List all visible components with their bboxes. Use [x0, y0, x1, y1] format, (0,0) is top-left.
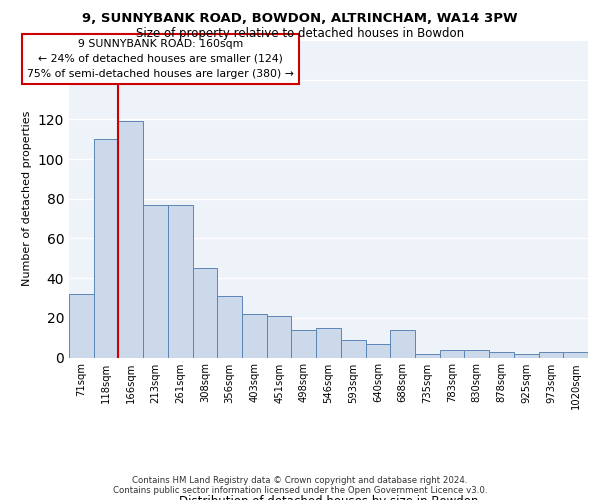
Bar: [193, 268, 217, 358]
Text: 9 SUNNYBANK ROAD: 160sqm
← 24% of detached houses are smaller (124)
75% of semi-: 9 SUNNYBANK ROAD: 160sqm ← 24% of detach…: [27, 39, 294, 78]
Text: 9, SUNNYBANK ROAD, BOWDON, ALTRINCHAM, WA14 3PW: 9, SUNNYBANK ROAD, BOWDON, ALTRINCHAM, W…: [82, 12, 518, 26]
Bar: [168, 204, 193, 358]
Bar: [464, 350, 489, 358]
Bar: [341, 340, 365, 357]
Bar: [143, 204, 168, 358]
Text: Contains HM Land Registry data © Crown copyright and database right 2024.
Contai: Contains HM Land Registry data © Crown c…: [113, 476, 487, 495]
Y-axis label: Number of detached properties: Number of detached properties: [22, 111, 32, 286]
Bar: [489, 352, 514, 358]
Bar: [514, 354, 539, 358]
Text: Size of property relative to detached houses in Bowdon: Size of property relative to detached ho…: [136, 28, 464, 40]
Bar: [217, 296, 242, 358]
Bar: [390, 330, 415, 357]
Bar: [242, 314, 267, 358]
Bar: [440, 350, 464, 358]
Bar: [539, 352, 563, 358]
Bar: [94, 139, 118, 358]
Bar: [292, 330, 316, 357]
Bar: [69, 294, 94, 358]
Bar: [563, 352, 588, 358]
Bar: [316, 328, 341, 358]
X-axis label: Distribution of detached houses by size in Bowdon: Distribution of detached houses by size …: [179, 495, 478, 500]
Bar: [415, 354, 440, 358]
Bar: [118, 122, 143, 358]
Bar: [365, 344, 390, 357]
Bar: [267, 316, 292, 358]
